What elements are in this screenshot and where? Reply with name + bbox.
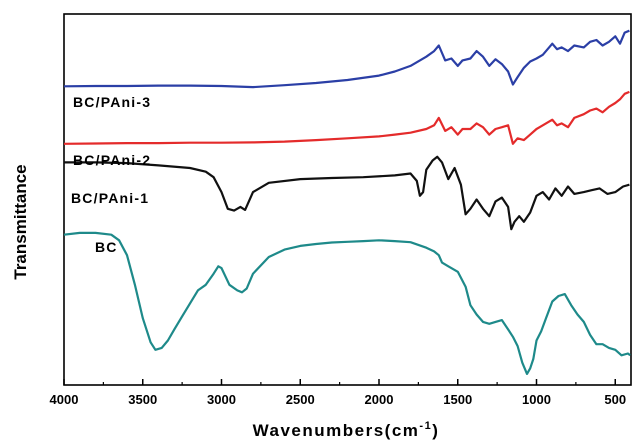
series-label-bc-pani-2: BC/PAni-2	[73, 152, 151, 168]
x-tick-label-3000: 3000	[207, 392, 236, 407]
x-tick-label-3500: 3500	[128, 392, 157, 407]
x-axis-title: Wavenumbers(cm-1)	[253, 420, 440, 440]
plot-frame	[63, 13, 632, 386]
series-line-bc-pani-2	[63, 90, 630, 145]
series-line-bc	[63, 231, 631, 375]
x-tick-label-500: 500	[604, 392, 626, 407]
x-axis-title-main: Wavenumbers(cm	[253, 421, 420, 440]
spectra-group	[63, 29, 631, 375]
y-axis-title: Transmittance	[11, 164, 30, 279]
series-label-bc-pani-3: BC/PAni-3	[73, 94, 151, 110]
series-label-bc-pani-1: BC/PAni-1	[71, 190, 149, 206]
x-tick-label-4000: 4000	[50, 392, 79, 407]
x-tick-label-1000: 1000	[522, 392, 551, 407]
series-line-bc-pani-1	[64, 155, 630, 231]
series-labels: BC/PAni-3 BC/PAni-2 BC/PAni-1 BC	[71, 94, 151, 255]
x-axis-title-superscript: -1	[419, 420, 432, 432]
series-label-bc: BC	[95, 239, 118, 255]
x-tick-label-2000: 2000	[365, 392, 394, 407]
x-tick-label-1500: 1500	[443, 392, 472, 407]
x-axis-ticks: 4000 3500 3000 2500 2000 1500 1000 500	[50, 379, 626, 407]
x-tick-label-2500: 2500	[286, 392, 315, 407]
series-line-bc-pani-3	[63, 29, 630, 89]
x-axis-title-close: )	[432, 421, 439, 440]
